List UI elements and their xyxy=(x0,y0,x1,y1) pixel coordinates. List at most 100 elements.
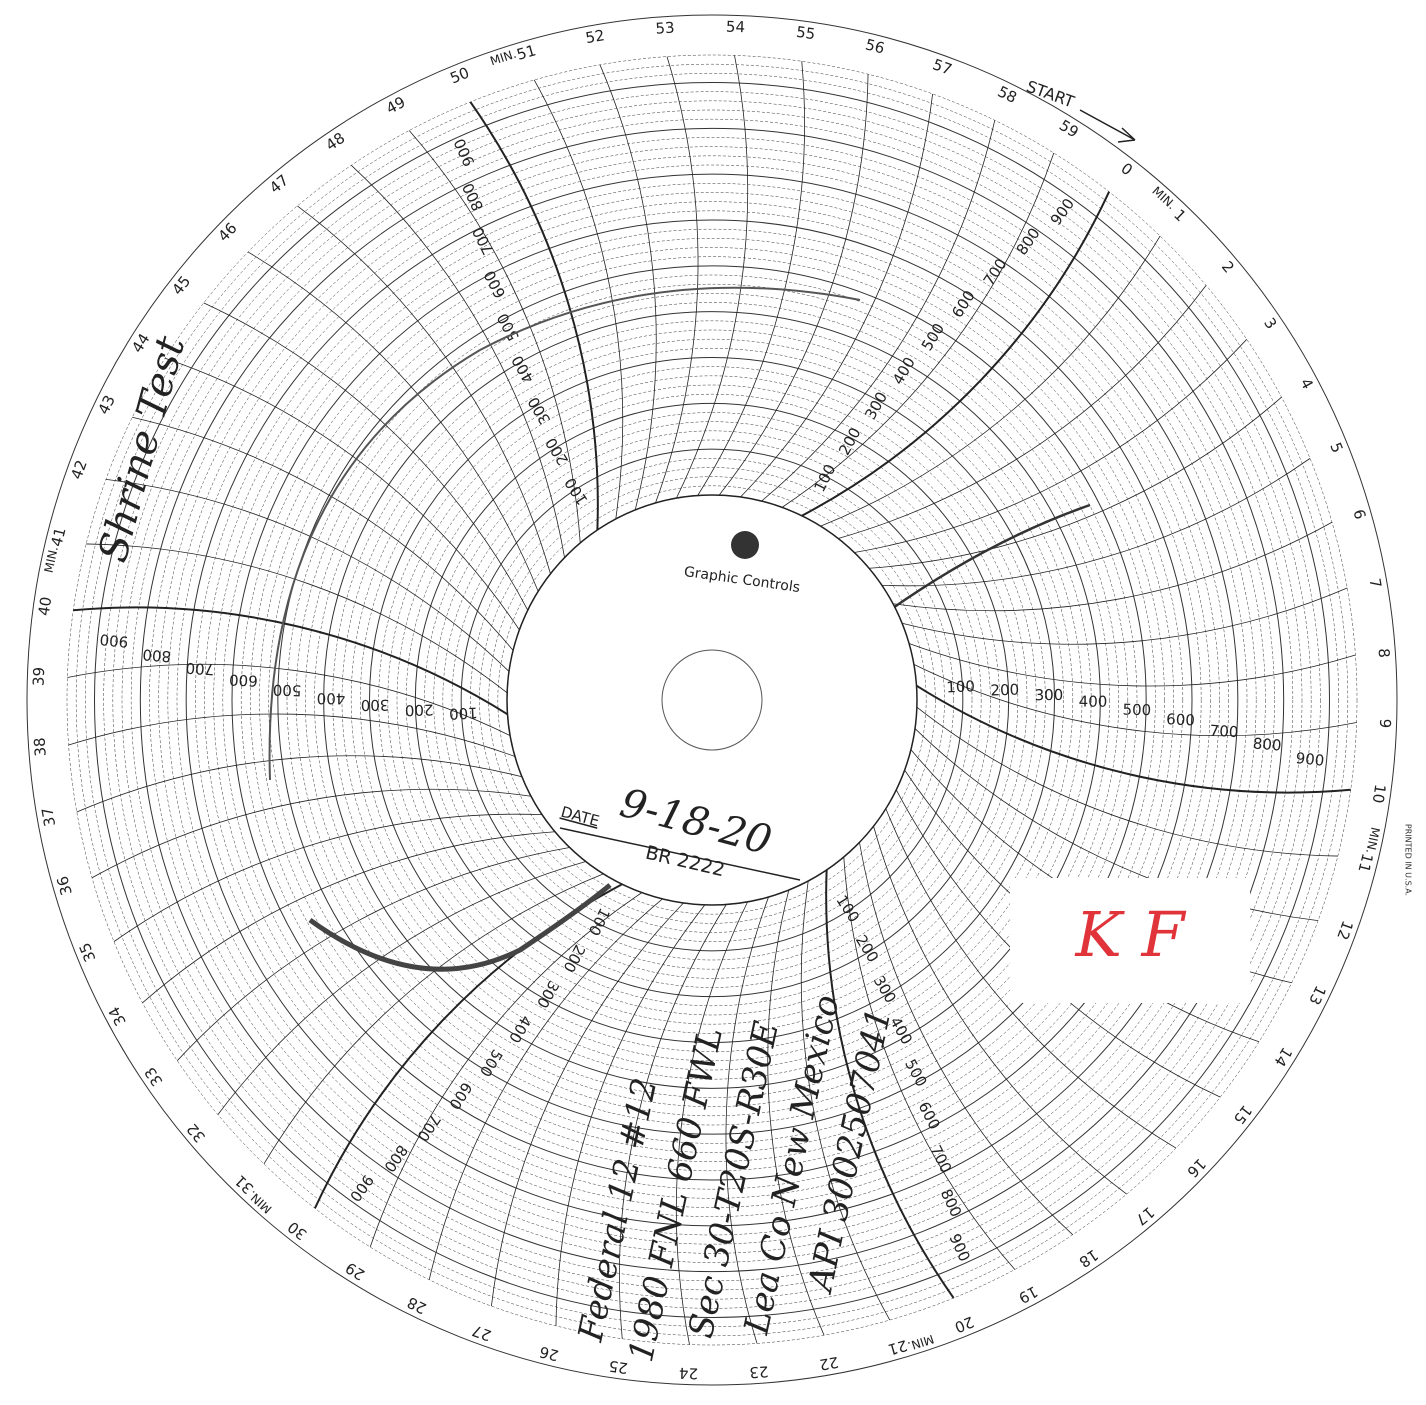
scale-label: 500 xyxy=(918,320,948,354)
ring xyxy=(332,320,1092,1080)
time-line xyxy=(619,904,727,1339)
scale-label: 100 xyxy=(946,677,976,696)
pen-trace xyxy=(308,883,612,972)
minute-label: 46 xyxy=(214,219,240,245)
ring xyxy=(213,201,1211,1199)
minute-label: 12 xyxy=(1333,918,1356,942)
minute-label: 36 xyxy=(53,874,76,897)
time-line xyxy=(869,396,1282,569)
minute-label: 26 xyxy=(538,1342,561,1364)
ring xyxy=(149,137,1275,1263)
time-line xyxy=(916,706,1338,857)
time-line xyxy=(533,79,624,520)
time-line xyxy=(725,896,769,1344)
scale-label: 700 xyxy=(469,224,498,258)
time-line xyxy=(885,808,1177,1149)
ring xyxy=(442,430,982,970)
ring xyxy=(479,467,945,933)
ring xyxy=(66,54,1358,1346)
ring xyxy=(112,100,1312,1300)
minute-label: 17 xyxy=(1132,1203,1158,1229)
time-line xyxy=(86,543,508,694)
ring xyxy=(85,73,1339,1327)
center-hole xyxy=(661,649,763,751)
ring xyxy=(295,283,1129,1117)
min-label: MIN. xyxy=(1149,184,1178,212)
time-line xyxy=(176,847,570,1061)
time-line xyxy=(247,251,539,592)
time-line xyxy=(873,826,1127,1195)
time-line xyxy=(263,873,604,1165)
ring xyxy=(277,265,1147,1135)
printed-note: PRINTED IN U.S.A. xyxy=(1404,824,1413,896)
ring xyxy=(259,247,1165,1153)
ring xyxy=(185,173,1239,1227)
ring xyxy=(369,357,1055,1043)
ring xyxy=(195,183,1229,1217)
ring xyxy=(222,210,1202,1190)
time-line xyxy=(892,521,1333,612)
time-line xyxy=(801,191,1111,517)
scale-label: 500 xyxy=(901,1056,931,1090)
start-label: START xyxy=(1024,77,1077,112)
minute-label: 18 xyxy=(1076,1246,1102,1272)
minute-label: 1 xyxy=(1170,206,1189,226)
minute-label: 5 xyxy=(1326,440,1346,456)
outer-ring xyxy=(26,14,1398,1386)
scale-label: 600 xyxy=(445,1079,476,1113)
ring xyxy=(341,329,1083,1071)
scale-label: 600 xyxy=(948,287,979,321)
ring xyxy=(240,228,1184,1172)
ring xyxy=(268,256,1156,1144)
center-hub xyxy=(506,494,918,906)
scale-label: 100 xyxy=(449,703,479,722)
ring xyxy=(139,127,1285,1273)
minute-label: 8 xyxy=(1375,648,1394,659)
scale-label: 800 xyxy=(380,1142,411,1176)
time-line xyxy=(908,643,1356,687)
scale-label: 700 xyxy=(926,1142,955,1176)
scale-label: 900 xyxy=(99,630,129,651)
time-line xyxy=(164,357,520,631)
initials-box xyxy=(1010,878,1250,1003)
minute-label: 56 xyxy=(863,35,886,57)
minute-label: 2 xyxy=(1218,258,1238,277)
start-arrow xyxy=(1079,109,1136,143)
time-line xyxy=(915,684,1351,794)
minute-label: 4 xyxy=(1296,375,1316,392)
time-line xyxy=(914,728,1319,922)
minute-label: 52 xyxy=(584,26,606,47)
time-line xyxy=(740,93,934,498)
time-line xyxy=(555,904,706,1326)
minute-label: 40 xyxy=(35,596,55,617)
ring xyxy=(460,448,964,952)
scale-label: 700 xyxy=(413,1111,444,1145)
ring xyxy=(121,109,1303,1291)
ring xyxy=(424,412,1000,988)
minute-label: 45 xyxy=(168,272,194,298)
minute-label: 51 xyxy=(515,41,538,64)
minute-label: 7 xyxy=(1366,577,1385,590)
time-line xyxy=(825,869,955,1299)
scale-label: 500 xyxy=(493,310,523,344)
time-line xyxy=(843,857,1016,1270)
scale-label: 100 xyxy=(585,905,614,939)
scale-label: 400 xyxy=(317,689,346,707)
time-line xyxy=(113,813,543,942)
scale-label: 400 xyxy=(1079,693,1108,711)
scale-label: 100 xyxy=(561,474,592,508)
minute-label: 42 xyxy=(67,458,90,482)
time-line xyxy=(369,892,643,1248)
time-line xyxy=(800,880,891,1321)
minute-label: 14 xyxy=(1270,1044,1295,1070)
minute-label: 38 xyxy=(30,737,49,757)
time-line xyxy=(76,755,523,813)
scale-label: 500 xyxy=(476,1046,506,1080)
time-line xyxy=(675,901,748,1345)
minute-label: 10 xyxy=(1369,783,1389,804)
scale-label: 300 xyxy=(361,696,390,714)
min-label: MIN. xyxy=(906,1332,936,1354)
ring xyxy=(167,155,1257,1245)
